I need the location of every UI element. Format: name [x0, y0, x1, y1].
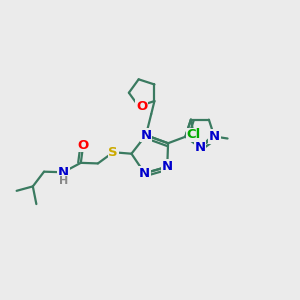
- Text: N: N: [58, 166, 69, 179]
- Text: S: S: [108, 146, 118, 159]
- Text: N: N: [209, 130, 220, 143]
- Text: O: O: [136, 100, 147, 113]
- Text: N: N: [194, 141, 206, 154]
- Text: O: O: [77, 139, 89, 152]
- Text: N: N: [140, 129, 152, 142]
- Text: N: N: [162, 160, 173, 173]
- Text: Cl: Cl: [187, 128, 201, 142]
- Text: N: N: [139, 167, 150, 180]
- Text: H: H: [58, 176, 68, 186]
